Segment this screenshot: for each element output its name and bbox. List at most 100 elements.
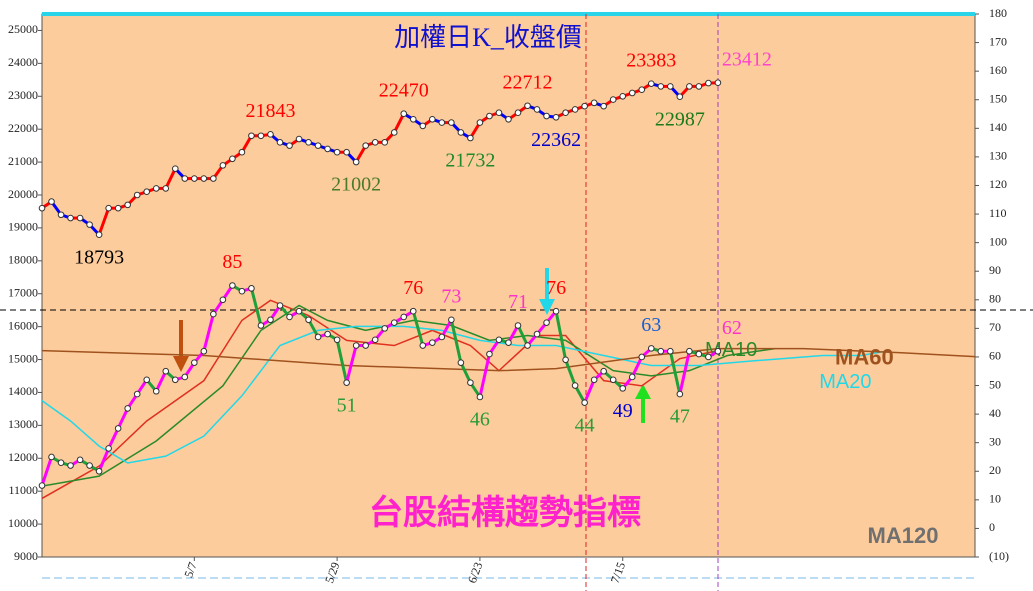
ma-line xyxy=(42,325,890,464)
point xyxy=(590,376,598,384)
point xyxy=(438,119,446,126)
point xyxy=(448,316,455,324)
point xyxy=(38,482,46,489)
point xyxy=(543,112,550,120)
point xyxy=(467,134,474,142)
point xyxy=(695,83,703,90)
ma-label: MA20 xyxy=(819,371,871,393)
point xyxy=(105,204,112,212)
ma-label: MA10 xyxy=(705,339,757,361)
point xyxy=(552,113,560,121)
point xyxy=(562,356,569,364)
data-label: 18793 xyxy=(74,246,124,268)
y2-tick-label: 80 xyxy=(989,292,1001,306)
point xyxy=(505,339,512,346)
data-label: 76 xyxy=(546,277,566,299)
point xyxy=(352,158,360,166)
point xyxy=(133,191,141,199)
line-segment xyxy=(478,353,491,398)
y-tick-label: 20000 xyxy=(8,187,38,201)
point xyxy=(571,106,579,113)
y-tick-label: 18000 xyxy=(8,253,38,267)
point xyxy=(543,319,550,326)
x-tick-label: 7/15 xyxy=(608,560,628,585)
point xyxy=(609,376,617,384)
data-label: 22987 xyxy=(655,108,705,130)
line-segment xyxy=(154,370,168,392)
point xyxy=(95,231,103,239)
point xyxy=(505,116,512,123)
y2-tick-label: 100 xyxy=(989,234,1007,248)
point xyxy=(438,333,446,341)
arrow xyxy=(539,268,555,315)
point xyxy=(657,83,665,90)
point xyxy=(114,425,122,432)
data-label: 73 xyxy=(441,285,461,307)
point xyxy=(448,119,455,126)
point xyxy=(343,148,350,156)
y-tick-label: 22000 xyxy=(8,121,38,135)
line-segment xyxy=(554,310,568,361)
x-tick-label: 5/7 xyxy=(181,560,199,579)
y2-tick-label: 0 xyxy=(989,520,995,534)
point xyxy=(486,112,493,120)
point xyxy=(429,339,436,346)
y-tick-label: 24000 xyxy=(8,55,38,69)
y-tick-label: 9000 xyxy=(14,549,38,563)
point xyxy=(371,139,379,146)
point xyxy=(333,148,341,156)
line-segment xyxy=(583,379,596,404)
y-tick-label: 25000 xyxy=(8,22,38,36)
point xyxy=(191,175,198,182)
point xyxy=(171,165,179,172)
data-label: 22712 xyxy=(503,71,553,93)
point xyxy=(600,367,607,375)
y-tick-label: 14000 xyxy=(8,384,38,398)
point xyxy=(562,109,569,117)
point xyxy=(286,142,293,149)
line-segment xyxy=(668,350,682,395)
point xyxy=(67,214,74,222)
point xyxy=(200,175,208,182)
data-label: 21002 xyxy=(331,174,381,196)
point xyxy=(495,109,503,117)
line-segment xyxy=(630,356,644,378)
point xyxy=(210,175,217,182)
point xyxy=(210,310,217,318)
point xyxy=(581,399,588,406)
data-label: 44 xyxy=(575,414,595,436)
point xyxy=(381,325,389,332)
point xyxy=(295,135,303,143)
point xyxy=(590,99,598,107)
point xyxy=(714,79,722,87)
data-label: 49 xyxy=(613,400,633,422)
point xyxy=(619,92,627,100)
point xyxy=(419,342,427,349)
point xyxy=(400,313,408,321)
y-tick-label: 17000 xyxy=(8,285,38,299)
point xyxy=(524,102,531,110)
point xyxy=(95,467,103,475)
y2-tick-label: 110 xyxy=(989,206,1007,220)
point xyxy=(286,313,293,321)
point xyxy=(105,445,112,452)
data-label: 21732 xyxy=(445,150,495,172)
point xyxy=(476,393,484,401)
y2-tick-label: 180 xyxy=(989,6,1007,20)
line-segment xyxy=(392,113,406,134)
point xyxy=(619,385,627,392)
data-label: 71 xyxy=(508,291,528,313)
point xyxy=(219,162,227,169)
point xyxy=(238,148,246,156)
ma-line xyxy=(42,299,719,500)
point xyxy=(362,342,369,349)
point xyxy=(390,319,398,326)
point xyxy=(314,333,322,341)
point xyxy=(76,214,84,222)
point xyxy=(219,296,227,304)
arrow xyxy=(635,384,651,423)
point xyxy=(628,373,636,381)
point xyxy=(581,102,588,110)
point xyxy=(324,330,331,338)
